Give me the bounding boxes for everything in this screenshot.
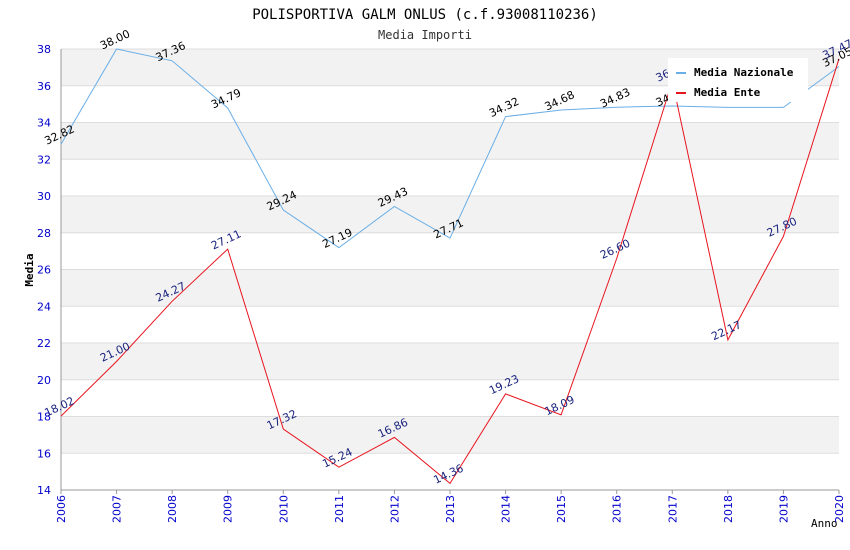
y-axis-label: Media bbox=[23, 253, 36, 286]
x-tick-label: 2017 bbox=[666, 495, 679, 523]
y-tick-label: 16 bbox=[37, 447, 51, 460]
x-tick-label: 2010 bbox=[277, 495, 290, 523]
legend-label: Media Ente bbox=[694, 86, 761, 99]
x-tick-label: 2013 bbox=[444, 495, 457, 523]
y-tick-label: 38 bbox=[37, 43, 51, 56]
x-tick-label: 2007 bbox=[111, 495, 124, 523]
x-tick-label: 2006 bbox=[55, 495, 68, 523]
grid-band bbox=[61, 343, 839, 380]
chart-subtitle: Media Importi bbox=[378, 28, 472, 42]
x-tick-label: 2018 bbox=[722, 495, 735, 523]
x-tick-label: 2020 bbox=[833, 495, 846, 523]
x-tick-label: 2014 bbox=[500, 495, 513, 523]
series-line-media-ente bbox=[60, 58, 840, 485]
y-tick-label: 32 bbox=[37, 153, 51, 166]
legend-box bbox=[668, 58, 808, 102]
grid-band bbox=[61, 122, 839, 160]
x-tick-label: 2008 bbox=[166, 495, 179, 523]
grid-band bbox=[61, 196, 839, 233]
y-tick-label: 18 bbox=[37, 411, 51, 424]
x-tick-label: 2019 bbox=[777, 495, 790, 523]
y-tick-label: 26 bbox=[37, 264, 51, 277]
grid-band bbox=[61, 306, 839, 343]
y-tick-label: 22 bbox=[37, 337, 51, 350]
x-axis-label: Anno bbox=[811, 517, 838, 530]
grid-band bbox=[61, 159, 839, 196]
chart-title: POLISPORTIVA GALM ONLUS (c.f.93008110236… bbox=[252, 7, 598, 23]
grid-band bbox=[61, 232, 839, 270]
y-tick-label: 24 bbox=[37, 300, 51, 313]
legend: Media Nazionale Media Ente bbox=[668, 58, 808, 102]
x-tick-label: 2016 bbox=[611, 495, 624, 523]
y-tick-label: 30 bbox=[37, 190, 51, 203]
x-tick-label: 2012 bbox=[388, 495, 401, 523]
grid-band bbox=[61, 416, 839, 454]
y-tick-label: 14 bbox=[37, 484, 51, 497]
y-tick-label: 20 bbox=[37, 374, 51, 387]
y-tick-label: 28 bbox=[37, 227, 51, 240]
grid-band bbox=[61, 379, 839, 417]
x-tick-label: 2011 bbox=[333, 495, 346, 523]
y-tick-label: 34 bbox=[37, 117, 51, 130]
y-tick-label: 36 bbox=[37, 80, 51, 93]
legend-label: Media Nazionale bbox=[694, 66, 794, 79]
x-tick-label: 2009 bbox=[222, 495, 235, 523]
series-line-media-nazionale bbox=[60, 48, 840, 249]
x-tick-label: 2015 bbox=[555, 495, 568, 523]
grid-band bbox=[61, 269, 839, 307]
